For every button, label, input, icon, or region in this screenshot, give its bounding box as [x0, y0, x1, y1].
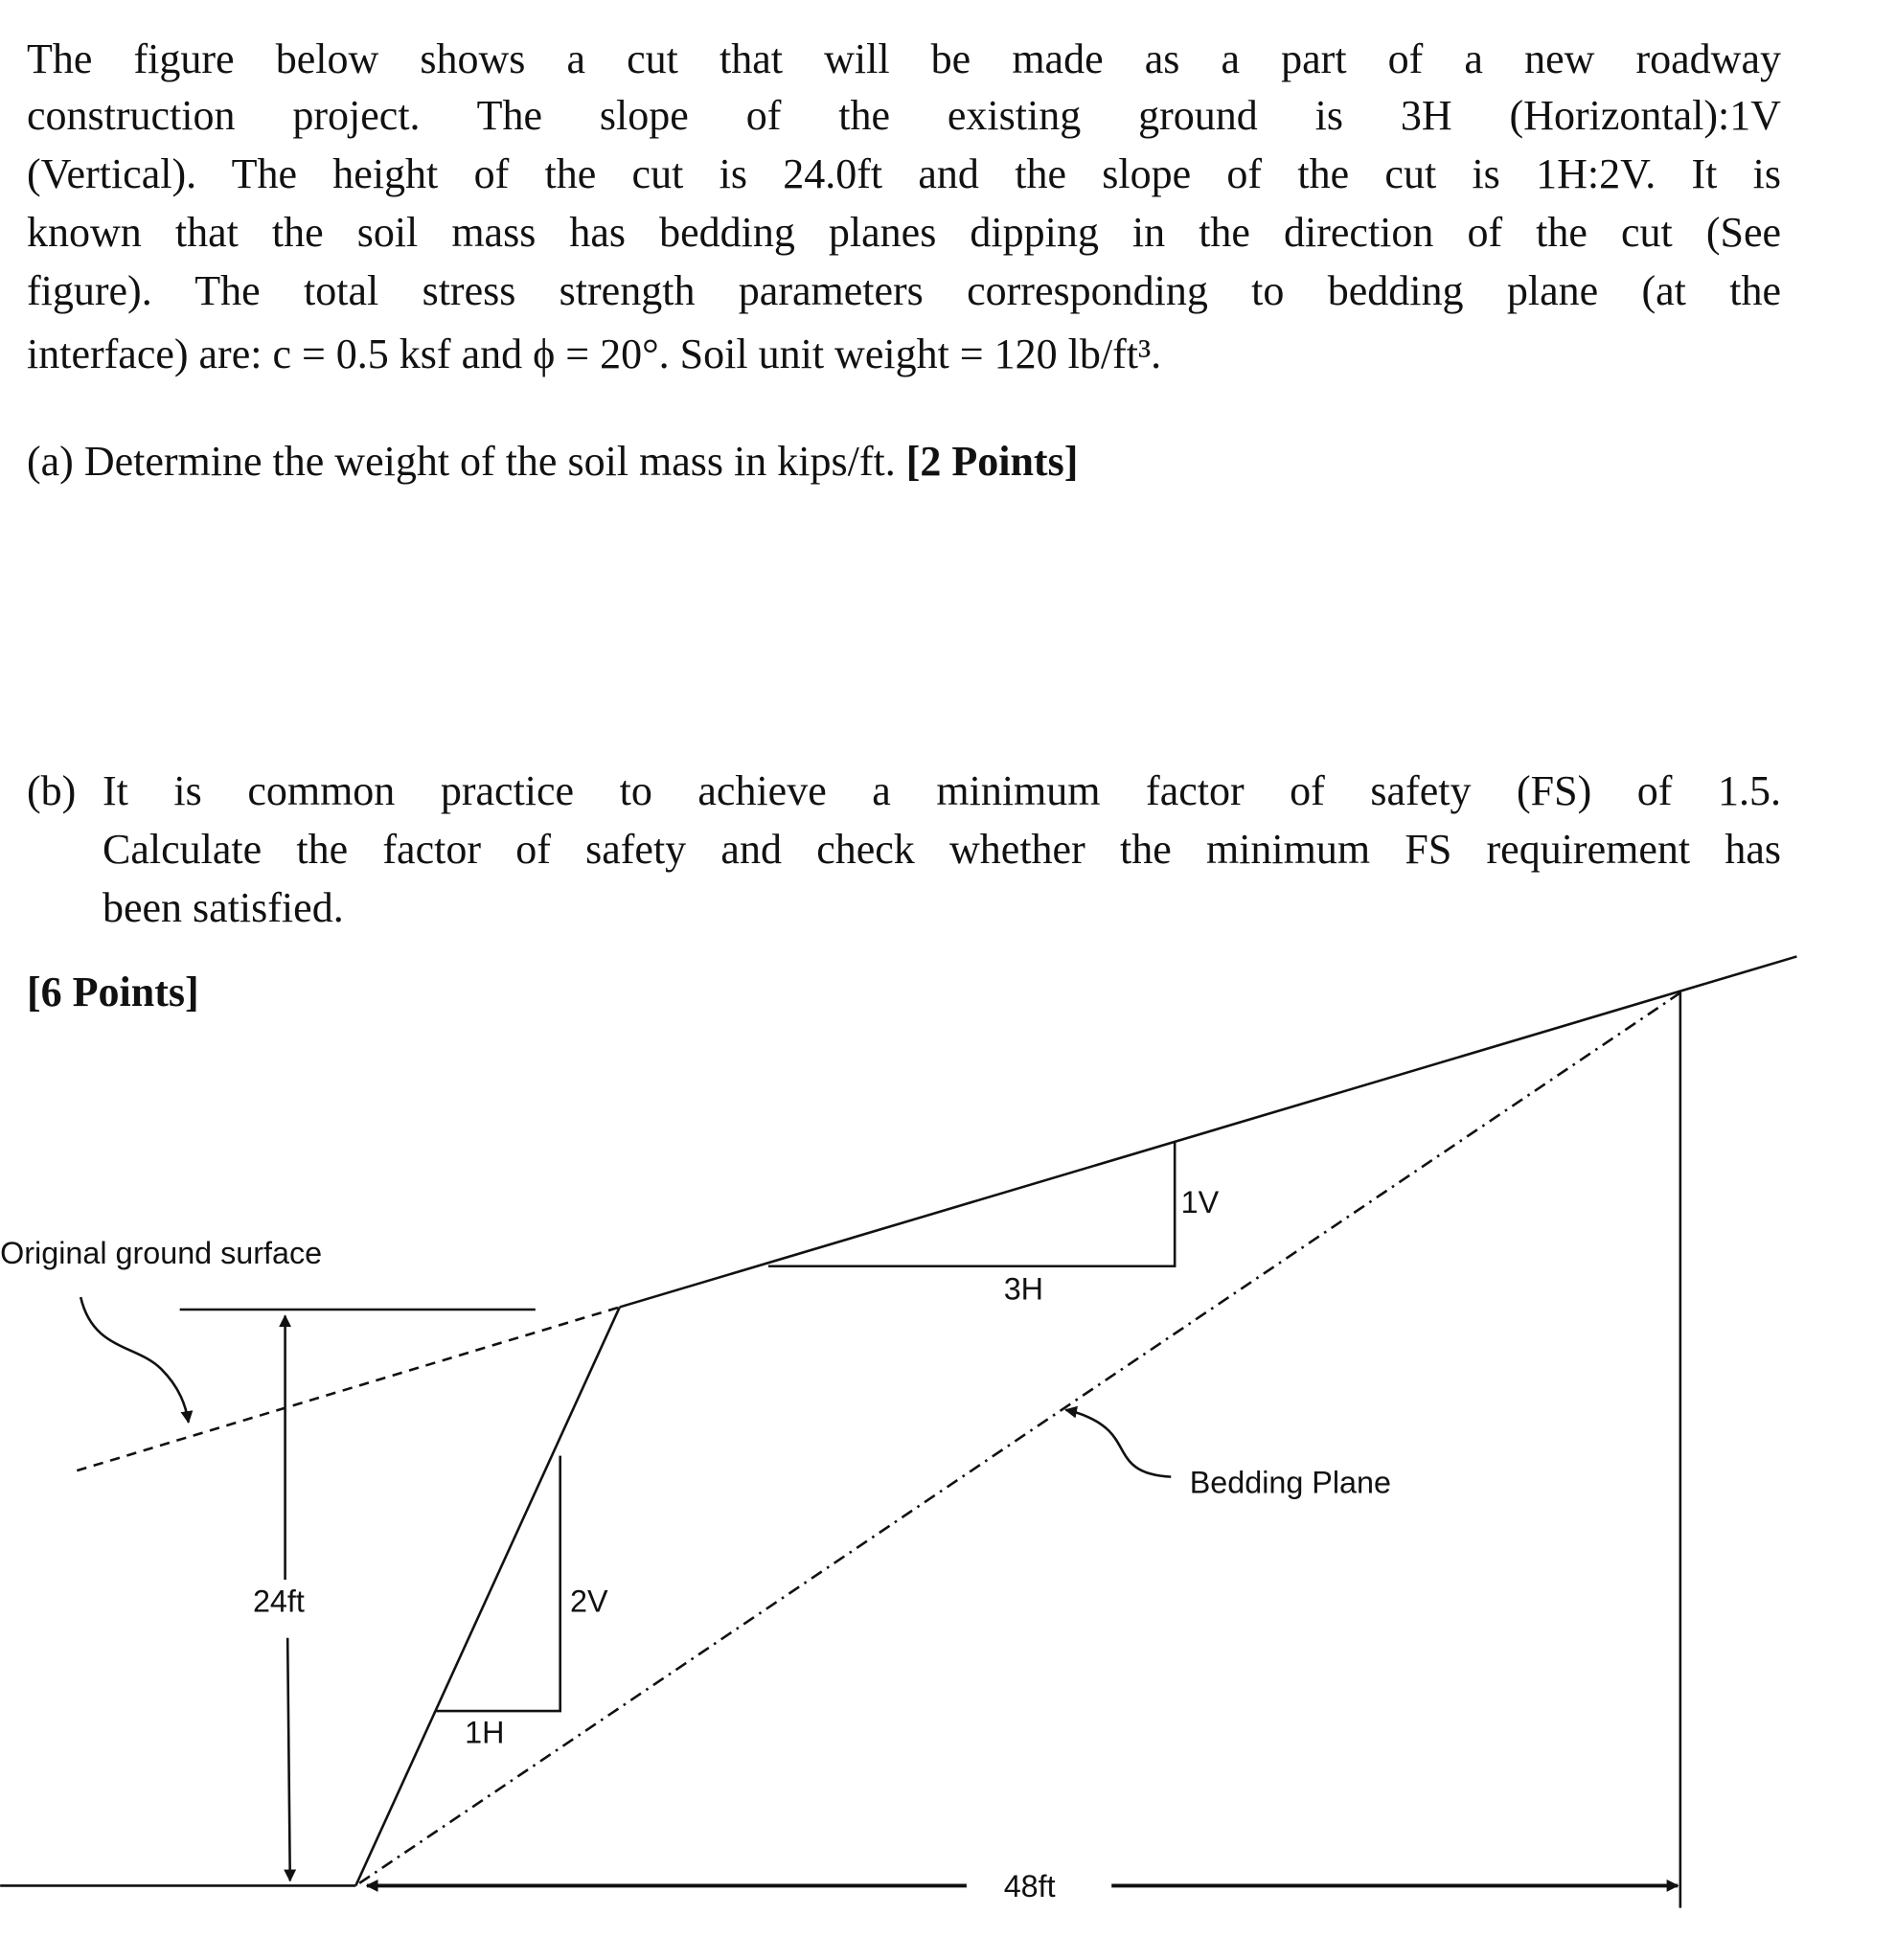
bedding-plane-label: Bedding Plane: [1190, 1465, 1391, 1499]
slope-v-label: 1V: [1181, 1185, 1220, 1219]
slope-h-label: 3H: [1004, 1272, 1043, 1307]
intro-line-3: (Vertical). The height of the cut is 24.…: [27, 150, 1781, 197]
intro-line-2: construction project. The slope of the e…: [27, 92, 1781, 139]
cut-v-label: 2V: [570, 1584, 608, 1619]
part-b-line-2: Calculate the factor of safety and check…: [103, 826, 1781, 873]
intro-line-4: known that the soil mass has bedding pla…: [27, 209, 1781, 256]
part-a-label: (a): [27, 438, 74, 485]
slope-triangle-1h-2v: [436, 1455, 561, 1713]
original-ground-dashed: [76, 1306, 621, 1472]
intro-line-6: interface) are: c = 0.5 ksf and ϕ = 20°.…: [27, 330, 1162, 377]
part-a-question: (a) Determine the weight of the soil mas…: [27, 432, 1781, 490]
existing-ground-line: [619, 955, 1797, 1309]
height-label: 24ft: [253, 1584, 305, 1619]
cut-h-label: 1H: [465, 1716, 504, 1750]
part-a-points: [2 Points]: [905, 438, 1079, 485]
intro-line-1: The figure below shows a cut that will b…: [27, 35, 1781, 82]
part-b-label: (b): [27, 767, 77, 814]
slope-triangle-3h-1v: [767, 1142, 1176, 1268]
bedding-plane-pointer-arrow: [1064, 1405, 1172, 1478]
bedding-plane-line: [358, 990, 1684, 1884]
width-label: 48ft: [1004, 1869, 1056, 1903]
part-a-text: Determine the weight of the soil mass in…: [83, 438, 896, 485]
cut-face-line: [354, 1306, 621, 1886]
part-b-line-3: been satisfied.: [103, 884, 344, 931]
height-arrow-down: [284, 1637, 297, 1882]
part-b-points: [6 Points]: [27, 969, 199, 1015]
intro-line-5: figure). The total stress strength param…: [27, 267, 1781, 314]
original-ground-label: Original ground surface: [0, 1236, 322, 1270]
part-b-line-1: It is common practice to achieve a minim…: [103, 767, 1781, 814]
original-ground-pointer-arrow: [79, 1296, 194, 1424]
